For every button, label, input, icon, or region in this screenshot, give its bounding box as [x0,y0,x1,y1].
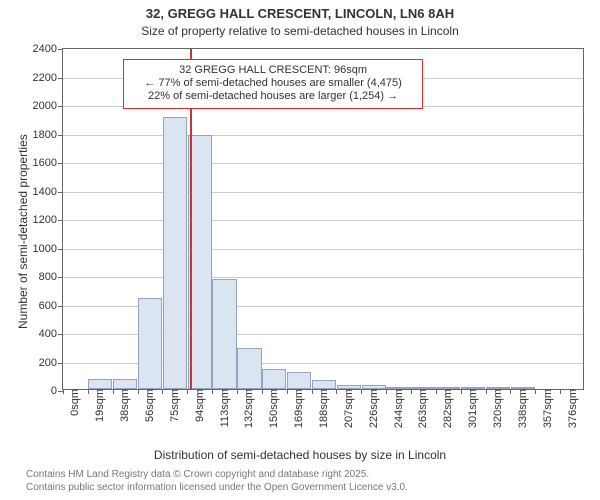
grid-line [63,249,583,250]
y-tick-label: 600 [39,300,63,312]
x-tick-label: 320sqm [492,389,504,434]
chart-title: 32, GREGG HALL CRESCENT, LINCOLN, LN6 8A… [0,6,600,21]
x-tick-label: 19sqm [94,389,106,428]
y-tick-label: 2200 [33,72,63,84]
grid-line [63,135,583,136]
x-tick-mark [262,389,263,394]
y-tick-label: 400 [39,328,63,340]
y-tick-label: 1400 [33,186,63,198]
x-tick-mark [162,389,163,394]
x-axis-label: Distribution of semi-detached houses by … [0,448,600,462]
histogram-bar [138,298,162,389]
x-tick-label: 282sqm [442,389,454,434]
x-tick-mark [138,389,139,394]
x-tick-mark [361,389,362,394]
x-tick-label: 226sqm [368,389,380,434]
x-tick-mark [237,389,238,394]
x-tick-mark [63,389,64,394]
y-tick-label: 1600 [33,157,63,169]
histogram-bar [212,279,236,389]
x-tick-mark [510,389,511,394]
x-tick-mark [187,389,188,394]
histogram-bar [163,117,187,389]
x-tick-label: 75sqm [169,389,181,428]
info-box-line: 22% of semi-detached houses are larger (… [130,90,416,103]
x-tick-label: 56sqm [144,389,156,428]
y-tick-label: 800 [39,271,63,283]
y-tick-label: 2000 [33,100,63,112]
grid-line [63,220,583,221]
y-tick-label: 200 [39,357,63,369]
x-tick-label: 207sqm [343,389,355,434]
y-tick-label: 1800 [33,129,63,141]
x-tick-label: 188sqm [318,389,330,434]
x-tick-label: 94sqm [194,389,206,428]
x-tick-mark [411,389,412,394]
info-box-line: ← 77% of semi-detached houses are smalle… [130,77,416,90]
histogram-chart: 32, GREGG HALL CRESCENT, LINCOLN, LN6 8A… [0,0,600,500]
x-tick-mark [486,389,487,394]
plot-area: 0200400600800100012001400160018002000220… [62,48,584,390]
x-tick-label: 38sqm [119,389,131,428]
x-tick-mark [560,389,561,394]
y-tick-label: 0 [51,385,63,397]
histogram-bar [287,372,311,389]
histogram-bar [113,379,137,389]
x-tick-label: 132sqm [243,389,255,434]
grid-line [63,192,583,193]
info-box-line: 32 GREGG HALL CRESCENT: 96sqm [130,64,416,77]
footer-attribution: Contains HM Land Registry data © Crown c… [26,469,408,494]
x-tick-label: 376sqm [567,389,579,434]
x-tick-mark [535,389,536,394]
footer-line-2: Contains public sector information licen… [26,482,408,495]
x-tick-label: 150sqm [268,389,280,434]
x-tick-label: 244sqm [393,389,405,434]
x-tick-label: 263sqm [417,389,429,434]
y-axis-label: Number of semi-detached properties [16,134,30,329]
x-tick-mark [287,389,288,394]
x-tick-mark [386,389,387,394]
y-tick-label: 2400 [33,43,63,55]
x-tick-mark [336,389,337,394]
histogram-bar [237,348,261,389]
info-box: 32 GREGG HALL CRESCENT: 96sqm← 77% of se… [123,59,423,109]
x-tick-label: 301sqm [467,389,479,434]
grid-line [63,163,583,164]
x-tick-mark [212,389,213,394]
footer-line-1: Contains HM Land Registry data © Crown c… [26,469,408,482]
x-tick-label: 113sqm [219,389,231,433]
y-tick-label: 1200 [33,214,63,226]
x-tick-mark [113,389,114,394]
x-tick-label: 169sqm [293,389,305,434]
histogram-bar [88,379,112,389]
x-tick-mark [312,389,313,394]
chart-subtitle: Size of property relative to semi-detach… [0,24,600,38]
grid-line [63,277,583,278]
x-tick-mark [461,389,462,394]
x-tick-label: 0sqm [69,389,81,422]
x-tick-label: 357sqm [542,389,554,434]
histogram-bar [312,380,336,389]
x-tick-mark [88,389,89,394]
x-tick-label: 338sqm [517,389,529,434]
x-tick-mark [436,389,437,394]
histogram-bar [262,369,286,389]
y-tick-label: 1000 [33,243,63,255]
